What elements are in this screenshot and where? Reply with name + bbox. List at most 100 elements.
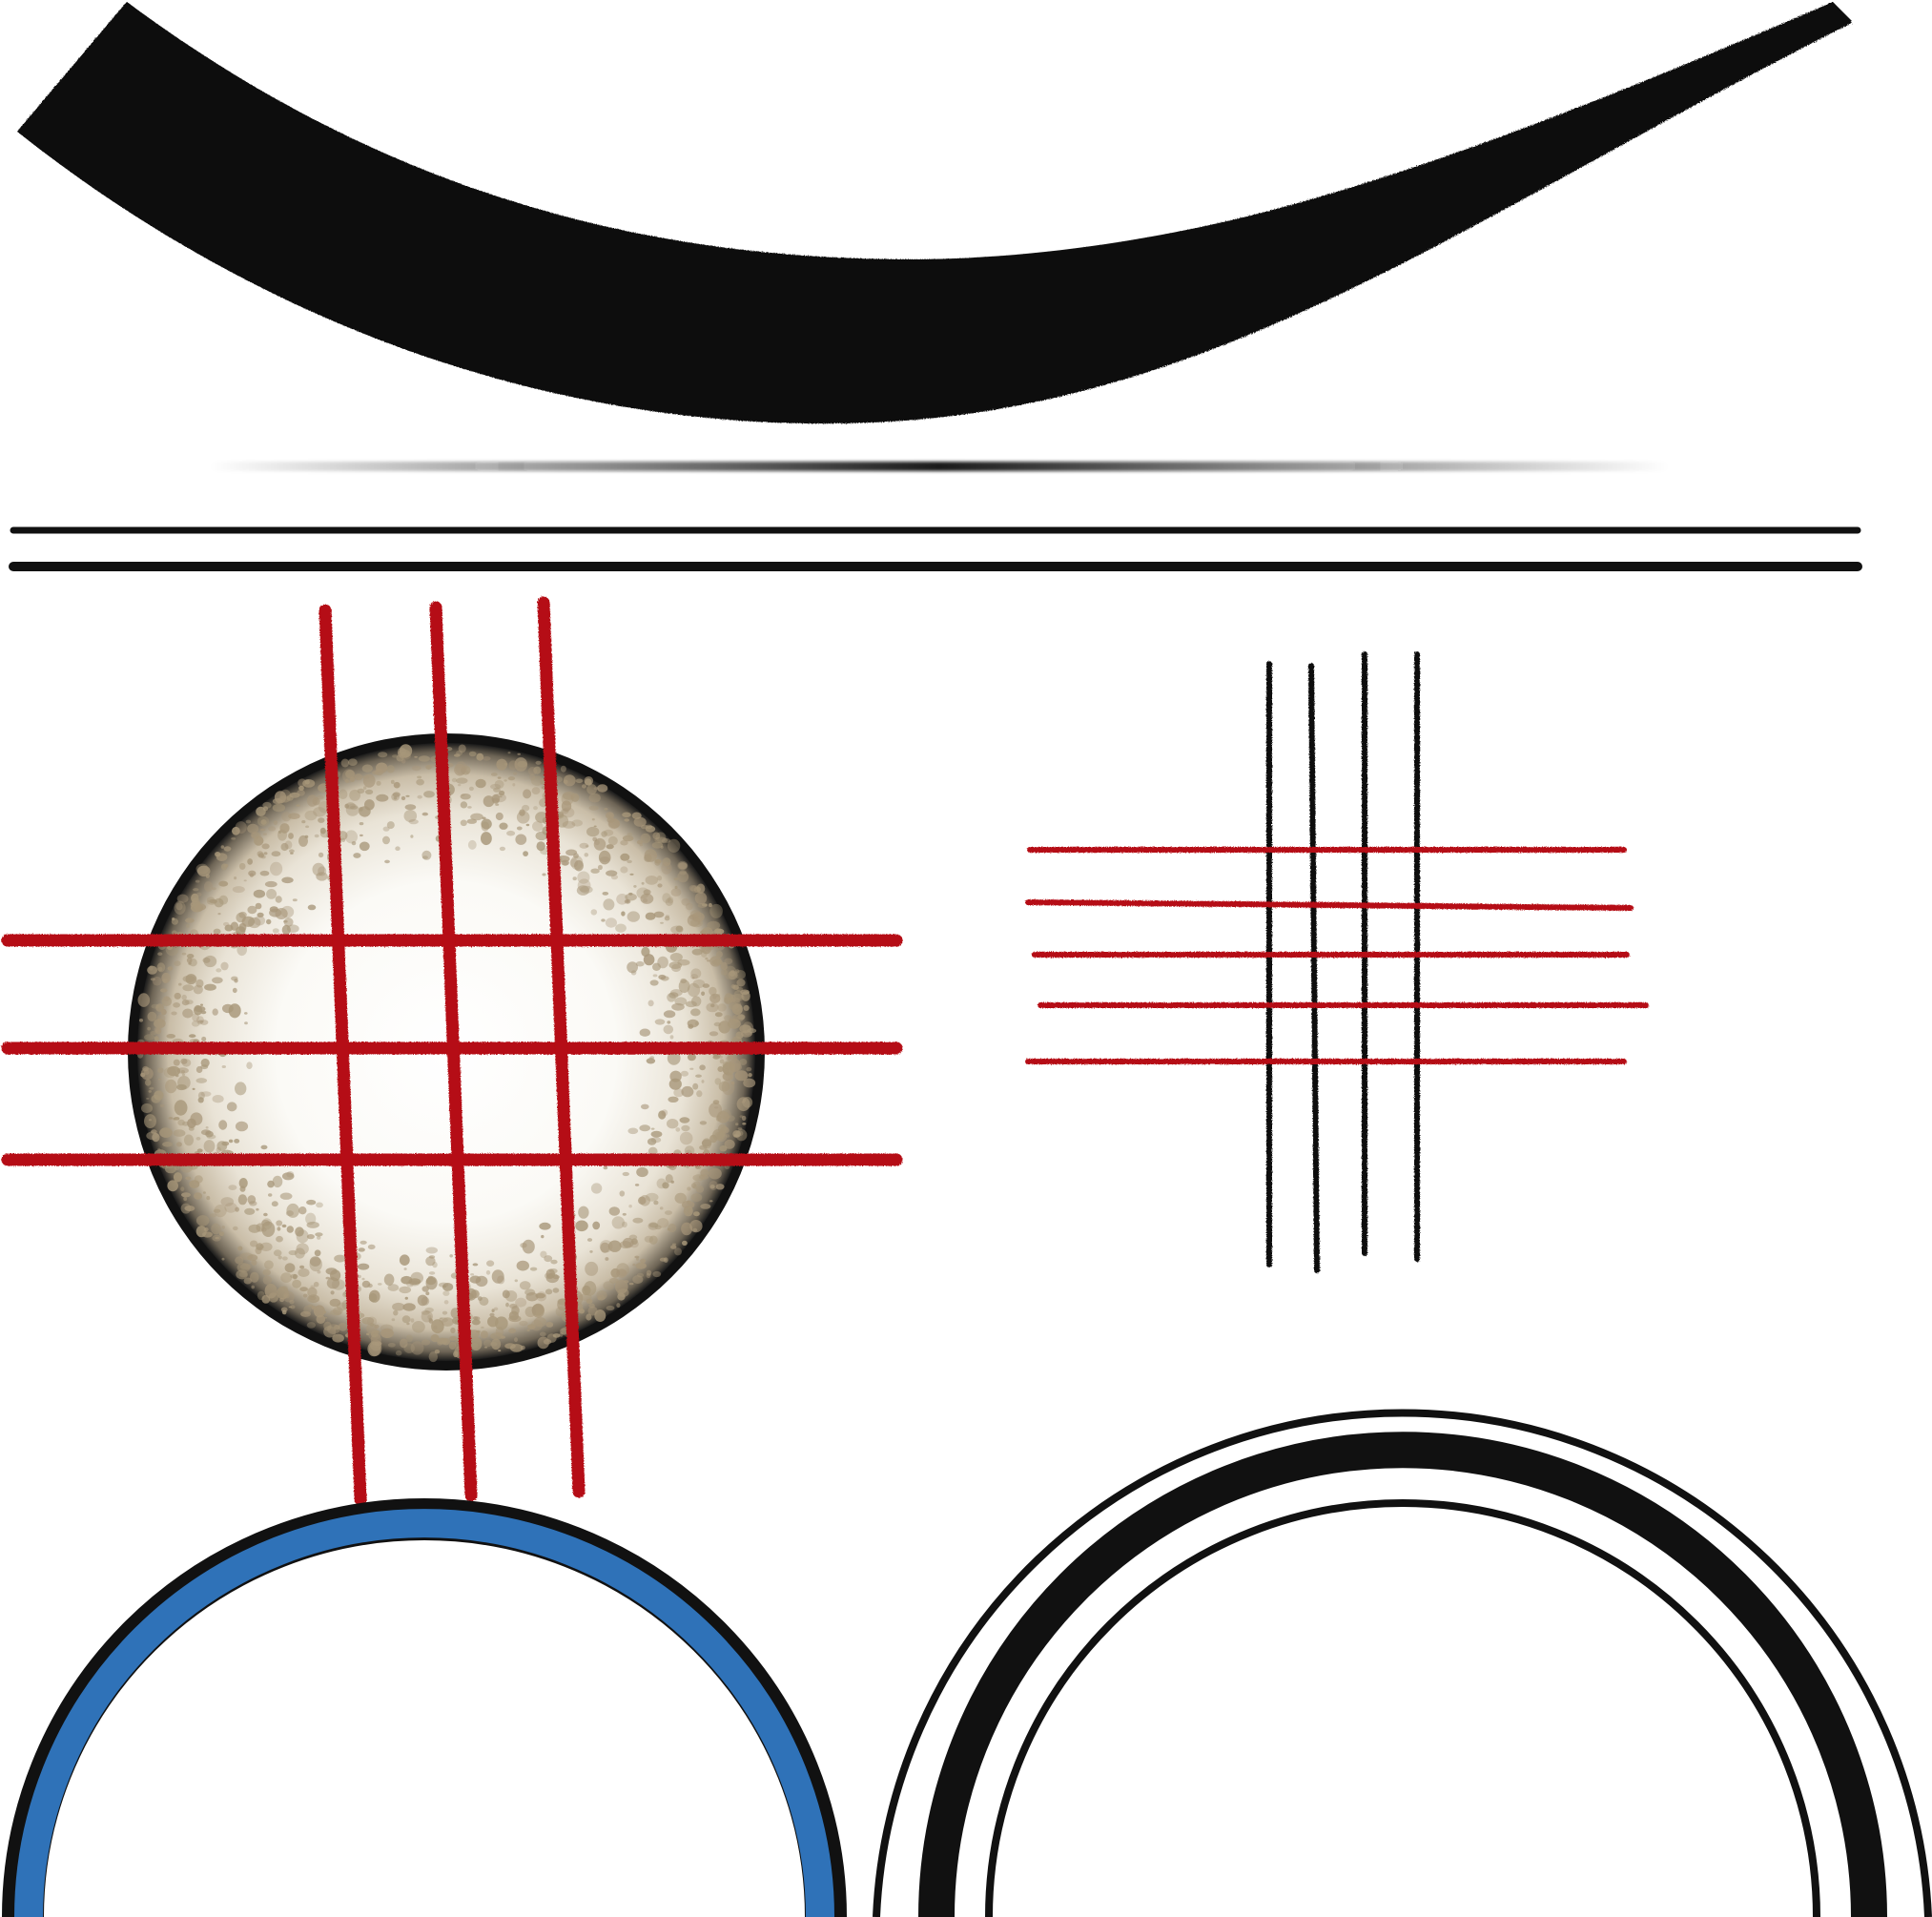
moon-speckle — [286, 1171, 295, 1178]
moon-speckle — [531, 787, 541, 794]
moon-speckle — [417, 794, 422, 799]
moon-speckle — [165, 1079, 177, 1094]
moon-speckle — [668, 897, 674, 904]
moon-speckle — [600, 1242, 610, 1253]
moon-speckle — [405, 1334, 413, 1343]
moon-speckle — [724, 1015, 732, 1022]
moon-speckle — [601, 831, 607, 837]
moon-speckle — [290, 1305, 296, 1309]
moon-speckle — [236, 1269, 248, 1280]
moon-speckle — [691, 1183, 697, 1188]
moon-speckle — [221, 863, 228, 871]
moon-speckle — [260, 828, 265, 832]
moon-speckle — [425, 1291, 430, 1296]
moon-speckle — [156, 962, 166, 973]
moon-speckle — [533, 1317, 547, 1328]
moon-speckle — [171, 1011, 177, 1016]
moon-speckle — [628, 1205, 632, 1208]
moon-speckle — [633, 885, 637, 888]
moon-speckle — [281, 1172, 295, 1181]
moon-speckle — [588, 793, 601, 803]
moon-speckle — [403, 810, 418, 822]
moon-speckle — [550, 1259, 558, 1265]
moon-speckle — [327, 1324, 340, 1334]
moon-speckle — [584, 1281, 597, 1296]
moon-speckle — [728, 1019, 741, 1029]
moon-speckle — [192, 1013, 200, 1022]
moon-speckle — [541, 1234, 545, 1239]
moon-speckle — [393, 1309, 399, 1316]
moon-speckle — [481, 821, 490, 832]
moon-speckle — [499, 822, 508, 830]
moon-speckle — [653, 911, 665, 918]
moon-speckle — [699, 1174, 709, 1180]
moon-speckle — [515, 834, 527, 845]
moon-speckle — [141, 1103, 153, 1114]
moon-speckle — [200, 1064, 209, 1070]
moon-speckle — [591, 818, 595, 821]
moon-speckle — [226, 1102, 237, 1112]
moon-speckle — [667, 1119, 679, 1129]
moon-speckle — [165, 1165, 176, 1174]
moon-speckle — [160, 988, 168, 993]
moon-speckle — [742, 1098, 747, 1103]
moon-speckle — [175, 1142, 182, 1147]
moon-speckle — [526, 1329, 530, 1331]
moon-speckle — [282, 1256, 288, 1261]
moon-speckle — [536, 841, 545, 852]
moon-speckle — [380, 1328, 394, 1338]
moon-speckle — [632, 1275, 644, 1284]
moon-speckle — [729, 1002, 739, 1010]
moon-speckle — [427, 1314, 432, 1320]
moon-speckle — [286, 924, 299, 933]
moon-speckle — [699, 1121, 708, 1125]
moon-speckle — [631, 1238, 638, 1245]
moon-speckle — [544, 1255, 553, 1263]
moon-speckle — [657, 1218, 669, 1228]
moon-speckle — [679, 1117, 690, 1123]
moon-speckle — [685, 1149, 692, 1155]
moon-speckle — [610, 875, 619, 880]
moon-speckle — [157, 1067, 164, 1074]
moon-speckle — [152, 1132, 160, 1143]
moon-speckle — [231, 837, 236, 840]
moon-speckle — [730, 969, 735, 974]
moon-speckle — [562, 820, 576, 829]
middle-arch — [918, 1432, 1887, 1917]
moon-speckle — [657, 883, 663, 888]
moon-speckle — [193, 984, 203, 995]
moon-speckle — [376, 780, 381, 786]
moon-speckle — [174, 900, 186, 915]
moon-speckle — [507, 776, 516, 781]
moon-speckle — [668, 992, 679, 999]
moon-speckle — [545, 1268, 555, 1279]
moon-speckle — [187, 954, 195, 958]
moon-speckle — [714, 1012, 723, 1018]
moon-speckle — [410, 835, 414, 838]
moon-speckle — [316, 795, 324, 800]
moon-speckle — [489, 1312, 495, 1317]
moon-speckle — [606, 870, 618, 876]
moon-speckle — [575, 1220, 588, 1232]
moon-speckle — [180, 1058, 188, 1064]
moon-speckle — [705, 957, 709, 960]
small-grid — [1025, 651, 1649, 1273]
moon-speckle — [260, 1144, 268, 1150]
moon-speckle — [480, 1330, 488, 1339]
moon-speckle — [579, 842, 589, 849]
moon-speckle — [253, 889, 266, 898]
moon-speckle — [142, 1065, 150, 1072]
moon-speckle — [493, 787, 501, 793]
moon-speckle — [724, 958, 733, 965]
moon-speckle — [425, 1247, 438, 1254]
moon-speckle — [712, 1100, 720, 1104]
moon-speckle — [681, 1085, 694, 1098]
moon-speckle — [474, 1316, 481, 1321]
moon-speckle — [351, 841, 357, 846]
moon-speckle — [363, 786, 367, 790]
moon-speckle — [316, 1314, 326, 1324]
moon-speckle — [238, 911, 247, 918]
moon-speckle — [571, 819, 583, 827]
moon-speckle — [272, 803, 286, 813]
moon-speckle — [606, 1305, 615, 1311]
